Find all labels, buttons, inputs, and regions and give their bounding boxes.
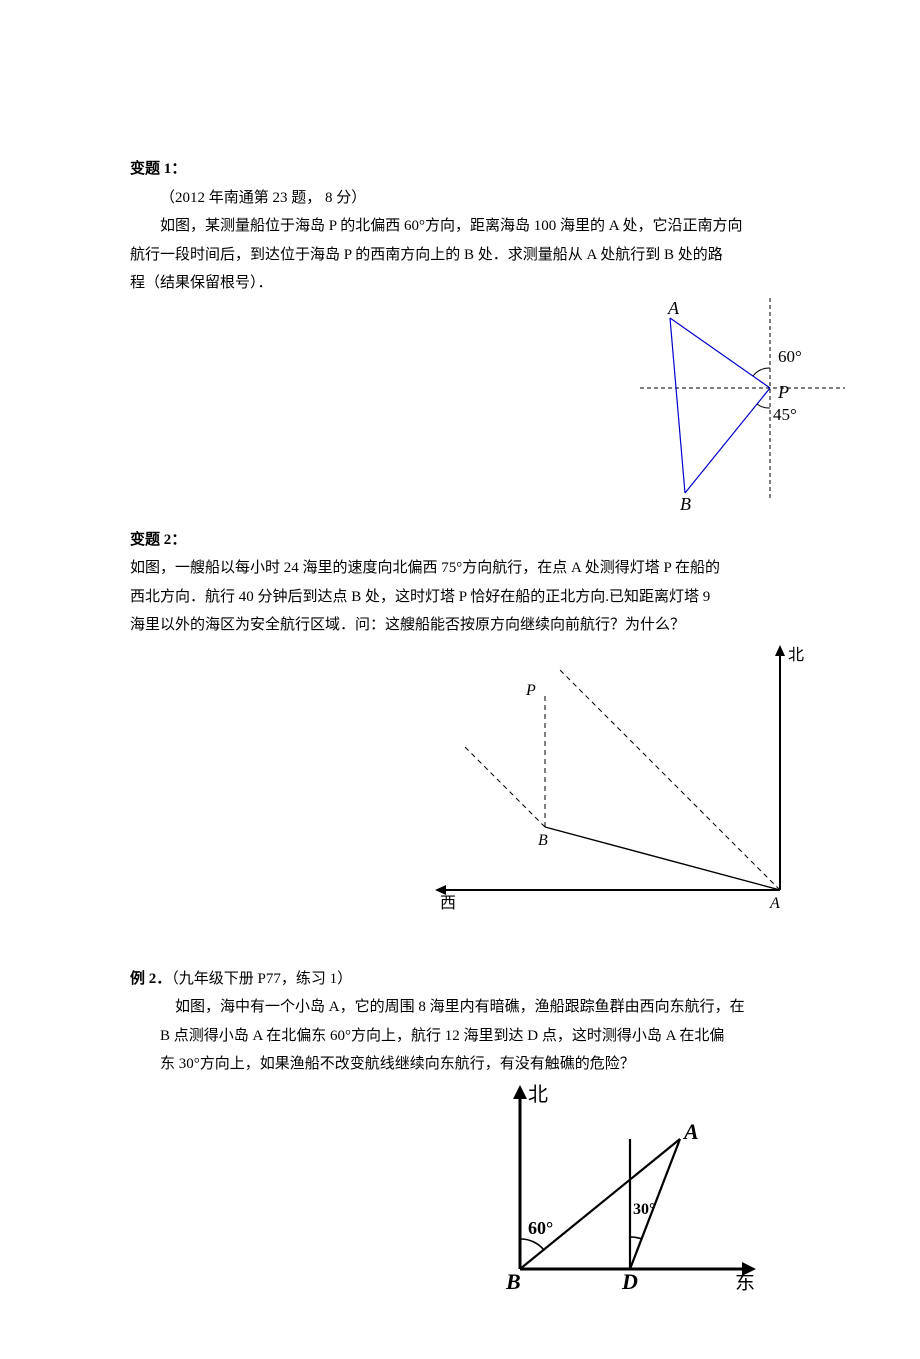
fig2-label-west: 西	[440, 895, 456, 910]
fig3-label-a: A	[682, 1119, 699, 1144]
fig1-label-b: B	[680, 494, 691, 514]
problem-2-line-0: 如图，一艘船以每小时 24 海里的速度向北偏西 75°方向航行，在点 A 处测得…	[130, 554, 790, 583]
problem-1-block: 变题 1： （2012 年南通第 23 题， 8 分） 如图，某测量船位于海岛 …	[130, 155, 790, 518]
problem-3-title-prefix: 例 2．	[130, 971, 171, 987]
document-page: 变题 1： （2012 年南通第 23 题， 8 分） 如图，某测量船位于海岛 …	[0, 0, 920, 1359]
problem-2-line-2: 海里以外的海区为安全航行区域．问：这艘船能否按原方向继续向前航行？为什么？	[130, 611, 790, 640]
problem-1-line-2: 程（结果保留根号）．	[130, 269, 790, 298]
fig1-label-p: P	[777, 382, 789, 402]
problem-3-line-1: B 点测得小岛 A 在北偏东 60°方向上，航行 12 海里到达 D 点，这时测…	[130, 1022, 790, 1051]
problem-3-title-rest: （九年级下册 P77，练习 1）	[171, 971, 352, 987]
problem-2-block: 变题 2： 如图，一艘船以每小时 24 海里的速度向北偏西 75°方向航行，在点…	[130, 526, 790, 910]
fig3-label-b: B	[505, 1269, 521, 1294]
fig3-label-east: 东	[735, 1271, 755, 1294]
problem-1-figure-row: A P B 60° 45°	[130, 298, 790, 518]
problem-3-line-2: 东 30°方向上，如果渔船不改变航线继续向东航行，有没有触礁的危险？	[130, 1050, 790, 1079]
fig3-label-d: D	[621, 1269, 638, 1294]
fig1-angle-60: 60°	[778, 347, 802, 366]
problem-1-source: （2012 年南通第 23 题， 8 分）	[130, 184, 790, 213]
fig3-angle-60: 60°	[528, 1218, 553, 1238]
problem-3-block: 例 2．（九年级下册 P77，练习 1） 如图，海中有一个小岛 A，它的周围 8…	[130, 965, 790, 1299]
problem-2-title: 变题 2：	[130, 526, 790, 555]
problem-3-figure-row: 北 东 A B D 60° 30°	[130, 1079, 790, 1299]
fig1-label-a: A	[667, 298, 680, 318]
fig2-label-a: A	[769, 895, 780, 910]
problem-3-line-0: 如图，海中有一个小岛 A，它的周围 8 海里内有暗礁，渔船跟踪鱼群由西向东航行，…	[130, 993, 790, 1022]
problem-1-figure: A P B 60° 45°	[520, 298, 850, 518]
problem-3-title: 例 2．（九年级下册 P77，练习 1）	[130, 965, 790, 994]
fig3-label-north: 北	[528, 1083, 548, 1106]
fig3-angle-30: 30°	[633, 1201, 655, 1218]
fig2-label-north: 北	[788, 646, 804, 664]
fig2-label-b: B	[538, 832, 548, 849]
problem-2-line-1: 西北方向．航行 40 分钟后到达点 B 处，这时灯塔 P 恰好在船的正北方向.已…	[130, 583, 790, 612]
problem-1-title: 变题 1：	[130, 155, 790, 184]
fig2-label-p: P	[525, 682, 536, 699]
problem-2-figure: 北 西 A B P	[410, 640, 820, 910]
problem-2-figure-row: 北 西 A B P	[130, 640, 790, 910]
problem-1-line-0: 如图，某测量船位于海岛 P 的北偏西 60°方向，距离海岛 100 海里的 A …	[130, 212, 790, 241]
problem-1-line-1: 航行一段时间后，到达位于海岛 P 的西南方向上的 B 处．求测量船从 A 处航行…	[130, 241, 790, 270]
fig1-angle-45: 45°	[773, 405, 797, 424]
problem-3-figure: 北 东 A B D 60° 30°	[450, 1079, 770, 1299]
